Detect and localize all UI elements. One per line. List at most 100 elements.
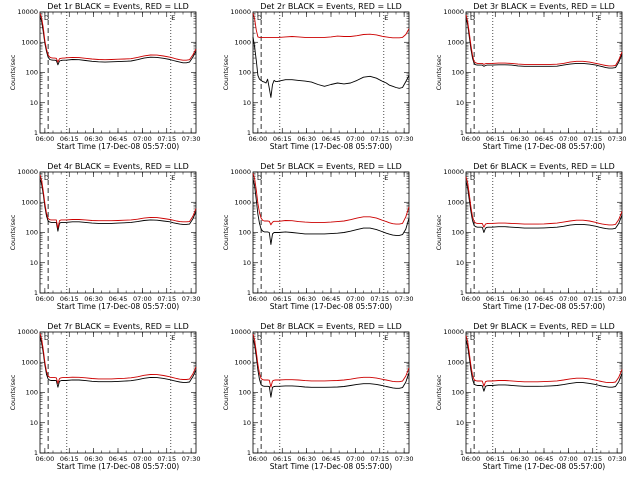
y-tick-label: 100 [239, 229, 251, 237]
series-line-events [252, 338, 410, 398]
marker-label: D [44, 14, 49, 22]
x-tick-label: 06:15 [273, 455, 292, 463]
y-tick-label: 1 [247, 449, 251, 457]
chart-title: Det 2r BLACK = Events, RED = LLD [260, 2, 402, 11]
x-tick-label: 06:15 [273, 135, 292, 143]
x-tick-label: 06:30 [510, 135, 529, 143]
x-tick-label: 07:15 [157, 455, 176, 463]
x-tick-label: 06:45 [109, 135, 128, 143]
y-axis-label: Counts/sec [9, 214, 17, 250]
x-axis-label: Start Time (17-Dec-08 05:57:00) [270, 462, 392, 471]
y-tick-label: 10000 [443, 8, 464, 16]
x-tick-label: 06:15 [60, 455, 79, 463]
x-tick-label: 06:00 [36, 135, 55, 143]
series-line-events [252, 36, 410, 98]
x-tick-label: 06:15 [486, 455, 505, 463]
marker-label: D [470, 334, 475, 342]
y-tick-label: 10 [456, 259, 464, 267]
x-tick-label: 06:15 [60, 295, 79, 303]
y-tick-label: 1000 [447, 358, 464, 366]
x-tick-label: 07:30 [182, 135, 201, 143]
x-axis-label: Start Time (17-Dec-08 05:57:00) [483, 142, 605, 151]
detector-panel: Det 3r BLACK = Events, RED = LLD 1 10 100 10… [426, 0, 639, 160]
chart-title: Det 7r BLACK = Events, RED = LLD [47, 322, 189, 331]
marker-label: E [597, 334, 601, 342]
x-tick-label: 06:00 [249, 455, 268, 463]
plot-frame [39, 331, 197, 454]
x-axis-label: Start Time (17-Dec-08 05:57:00) [57, 462, 179, 471]
chart-svg: Det 9r BLACK = Events, RED = LLD 1 10 100 10… [435, 322, 626, 471]
x-tick-label: 06:45 [535, 295, 554, 303]
x-tick-label: 06:30 [84, 455, 103, 463]
x-axis-label: Start Time (17-Dec-08 05:57:00) [57, 142, 179, 151]
x-tick-label: 07:15 [583, 295, 602, 303]
y-axis-label: Counts/sec [9, 374, 17, 410]
y-tick-label: 1000 [447, 38, 464, 46]
plot-frame [465, 171, 623, 294]
marker-label: D [470, 14, 475, 22]
y-tick-label: 10000 [17, 328, 38, 336]
x-tick-label: 07:00 [559, 135, 578, 143]
series-line-events [39, 16, 197, 66]
y-tick-label: 10 [243, 259, 251, 267]
series-line-lld [465, 14, 623, 67]
y-tick-label: 1000 [21, 198, 38, 206]
y-axis-label: Counts/sec [222, 54, 230, 90]
x-tick-label: 07:30 [395, 295, 414, 303]
y-axis-label: Counts/sec [435, 214, 443, 250]
marker-label: D [257, 174, 262, 182]
y-tick-label: 1 [34, 289, 38, 297]
marker-label: E [384, 334, 388, 342]
y-axis-label: Counts/sec [222, 374, 230, 410]
y-tick-label: 10000 [443, 328, 464, 336]
x-tick-label: 06:45 [322, 455, 341, 463]
series-line-lld [465, 335, 623, 387]
chart-svg: Det 2r BLACK = Events, RED = LLD 1 10 100 10… [222, 2, 414, 151]
x-tick-label: 07:15 [583, 135, 602, 143]
series-line-lld [465, 176, 623, 228]
y-tick-label: 1 [460, 449, 464, 457]
chart-title: Det 8r BLACK = Events, RED = LLD [260, 322, 402, 331]
x-tick-label: 07:00 [346, 135, 365, 143]
x-tick-label: 07:00 [346, 455, 365, 463]
x-tick-label: 07:30 [608, 135, 627, 143]
x-tick-label: 06:30 [510, 295, 529, 303]
x-tick-label: 07:15 [583, 455, 602, 463]
detector-panel: Det 5r BLACK = Events, RED = LLD 1 10 100 10… [213, 160, 426, 320]
plot-frame [465, 331, 623, 454]
y-tick-label: 10 [30, 99, 38, 107]
chart-title: Det 5r BLACK = Events, RED = LLD [260, 162, 402, 171]
plot-frame [39, 171, 197, 294]
y-tick-label: 1000 [234, 38, 251, 46]
x-tick-label: 06:30 [84, 135, 103, 143]
x-axis-label: Start Time (17-Dec-08 05:57:00) [270, 302, 392, 311]
x-tick-label: 07:15 [370, 455, 389, 463]
detector-panel: Det 6r BLACK = Events, RED = LLD 1 10 100 10… [426, 160, 639, 320]
x-axis-label: Start Time (17-Dec-08 05:57:00) [483, 462, 605, 471]
y-tick-label: 100 [26, 389, 38, 397]
y-tick-label: 100 [26, 69, 38, 77]
marker-label: D [44, 334, 49, 342]
chart-svg: Det 7r BLACK = Events, RED = LLD 1 10 100 10… [9, 322, 200, 471]
chart-svg: Det 5r BLACK = Events, RED = LLD 1 10 100 10… [222, 162, 414, 311]
plot-frame [39, 11, 197, 134]
x-tick-label: 06:45 [535, 135, 554, 143]
chart-svg: Det 4r BLACK = Events, RED = LLD 1 10 100 10… [9, 162, 200, 311]
x-tick-label: 06:15 [486, 295, 505, 303]
y-tick-label: 1 [34, 129, 38, 137]
y-axis-label: Counts/sec [9, 54, 17, 90]
marker-label: E [171, 14, 175, 22]
marker-label: E [171, 334, 175, 342]
y-tick-label: 100 [26, 229, 38, 237]
x-tick-label: 07:30 [608, 295, 627, 303]
x-tick-label: 07:00 [559, 455, 578, 463]
x-tick-label: 06:00 [249, 135, 268, 143]
x-tick-label: 07:15 [157, 135, 176, 143]
y-tick-label: 1000 [447, 198, 464, 206]
x-tick-label: 07:30 [395, 455, 414, 463]
x-tick-label: 07:30 [395, 135, 414, 143]
x-tick-label: 06:30 [297, 455, 316, 463]
x-tick-label: 07:00 [133, 295, 152, 303]
series-line-events [465, 180, 623, 233]
chart-title: Det 6r BLACK = Events, RED = LLD [473, 162, 615, 171]
